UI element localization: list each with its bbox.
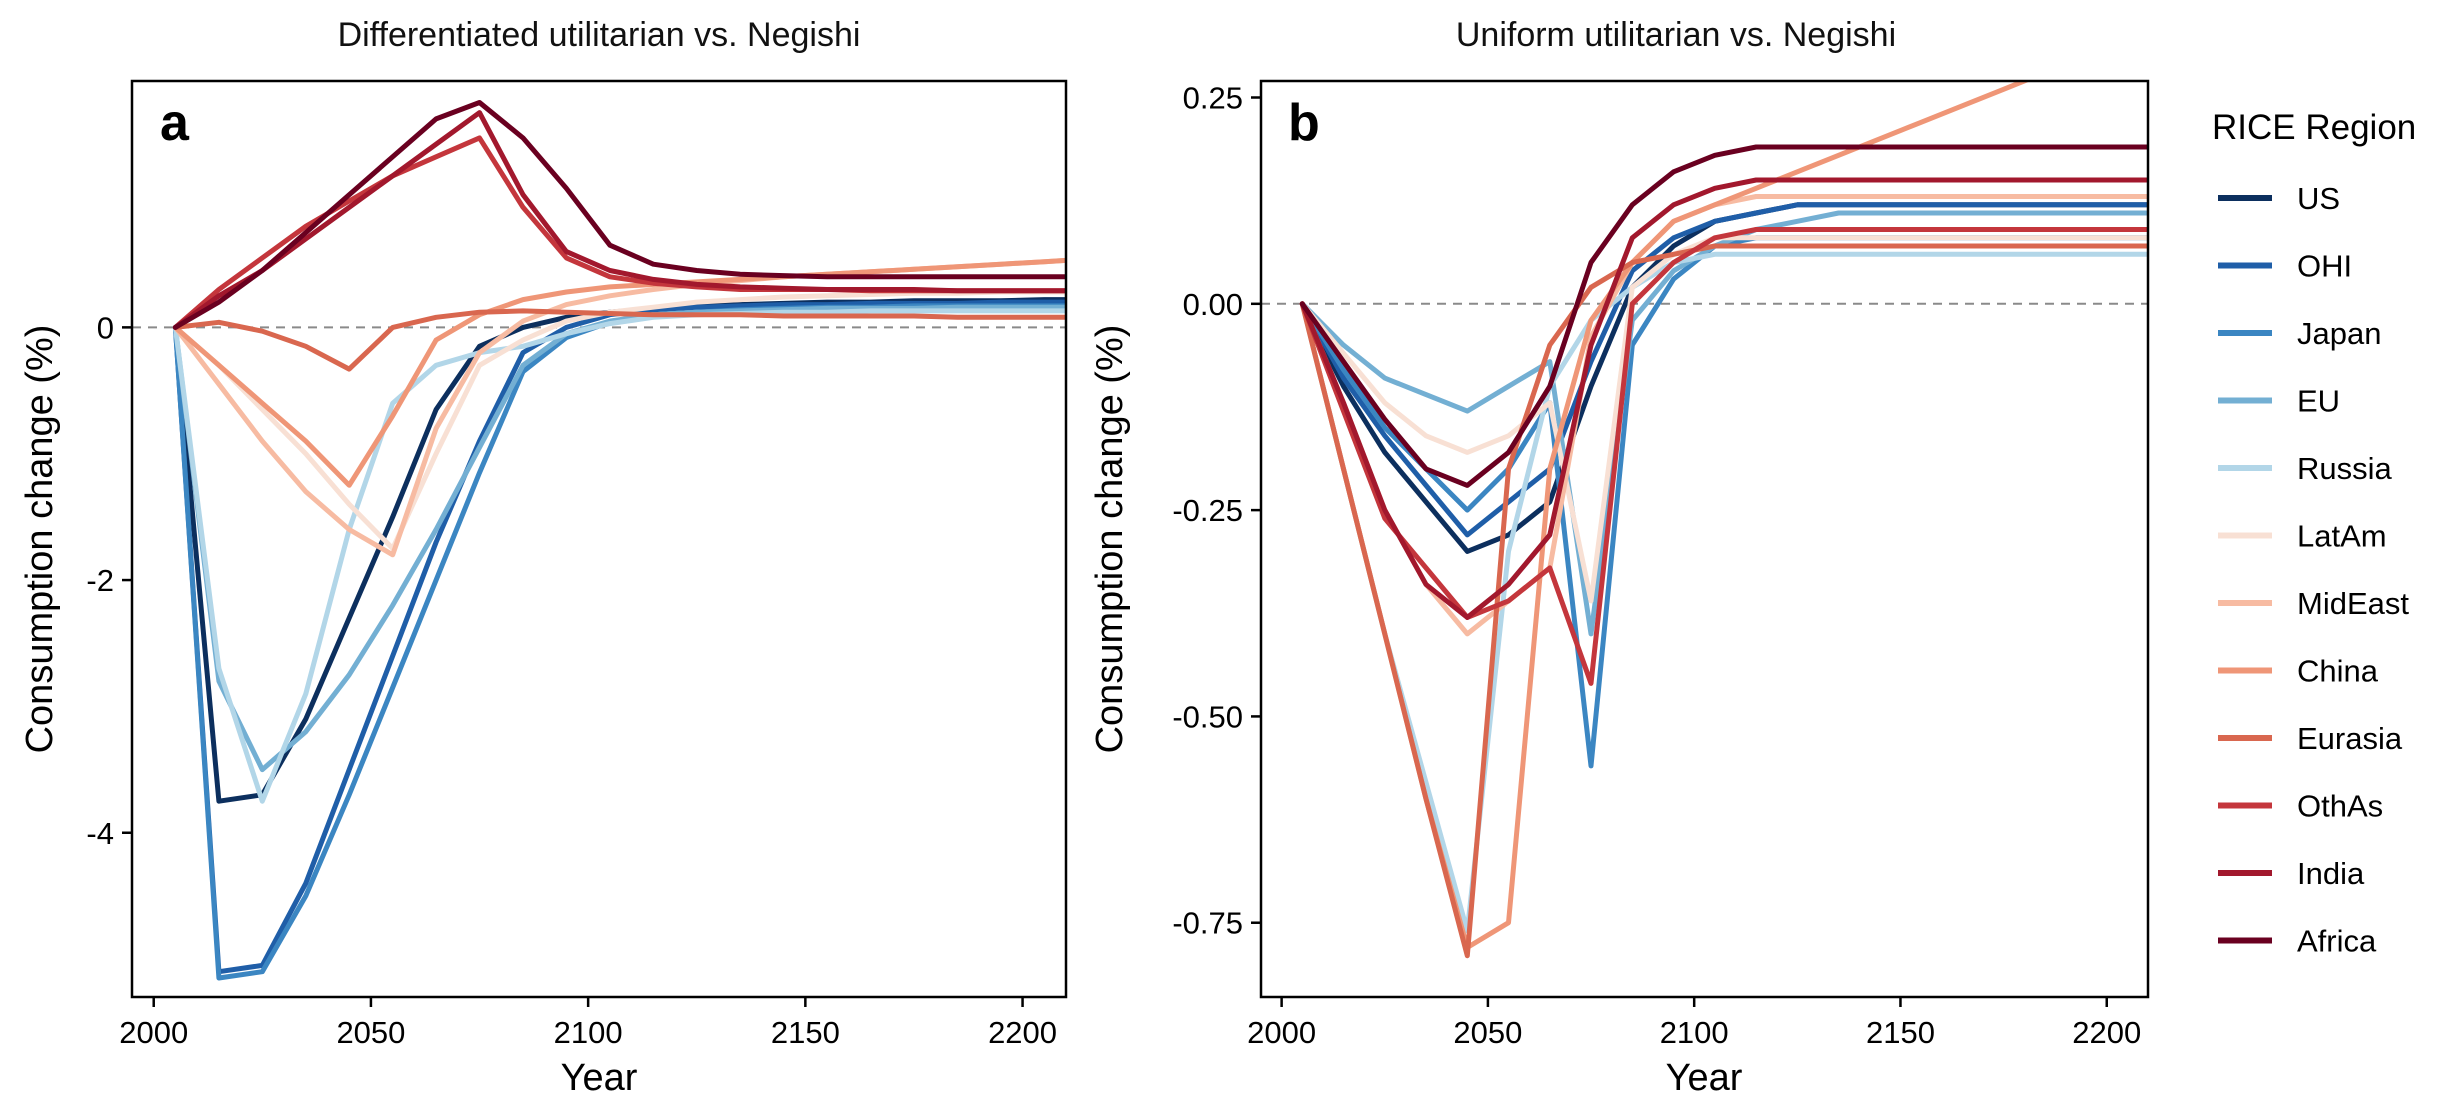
panel-b-xtick-label: 2200 <box>2072 1015 2141 1050</box>
panel-a-plot-area <box>132 100 1066 981</box>
panel-a-series-latam <box>172 289 1066 551</box>
legend-item-othas: OthAs <box>2218 789 2383 824</box>
panel-a-series-eu <box>172 304 1066 773</box>
panel-b-series-ohi <box>1299 202 2148 538</box>
panel-b-title: Uniform utilitarian vs. Negishi <box>1456 16 1896 54</box>
legend-item-africa: Africa <box>2218 924 2377 959</box>
panel-b-x-axis: 2000 2050 2100 2150 2200 <box>1247 997 2141 1050</box>
panel-a-ylabel: Consumption change (%) <box>19 325 61 754</box>
panel-b-ytick-label: -0.25 <box>1172 493 1243 528</box>
legend-item-china: China <box>2218 654 2379 689</box>
panel-a-ytick-label: -2 <box>86 563 114 598</box>
panel-a-series-japan <box>172 303 1066 981</box>
panel-a-ytick-label: -4 <box>86 816 114 851</box>
legend-items: US OHI Japan EU Russia LatAm MidEast China Euras… <box>2218 181 2409 959</box>
legend-label: Eurasia <box>2297 721 2403 756</box>
panel-a-frame <box>130 79 1068 999</box>
panel-a-ytick-label: 0 <box>97 310 114 345</box>
panel-b: Uniform utilitarian vs. Negishi b 2000 20… <box>1089 16 2150 1099</box>
panel-a-series-ohi <box>172 299 1066 975</box>
legend-label: US <box>2297 181 2340 216</box>
legend-label: OthAs <box>2297 789 2383 824</box>
panel-b-xtick-label: 2100 <box>1660 1015 1729 1050</box>
panel-a-xlabel: Year <box>561 1057 638 1099</box>
legend-label: LatAm <box>2297 519 2387 554</box>
panel-a-xtick-label: 2000 <box>119 1015 188 1050</box>
legend-item-eu: EU <box>2218 384 2340 419</box>
legend-label: MidEast <box>2297 586 2409 621</box>
legend-item-japan: Japan <box>2218 316 2381 351</box>
panel-a-x-axis: 2000 2050 2100 2150 2200 <box>119 997 1057 1050</box>
panel-b-y-axis: 0.25 0.00 -0.25 -0.50 -0.75 <box>1172 81 1261 941</box>
panel-b-series-india <box>1299 177 2148 620</box>
legend-label: Russia <box>2297 451 2393 486</box>
panel-b-series-africa <box>1299 144 2148 488</box>
panel-b-series-eu <box>1299 210 2148 637</box>
panel-b-series-mideast <box>1299 194 2148 637</box>
panel-b-series-eurasia <box>1299 243 2148 959</box>
legend-item-us: US <box>2218 181 2340 216</box>
panel-a-series-africa <box>172 100 1066 330</box>
panel-b-xtick-label: 2050 <box>1453 1015 1522 1050</box>
panel-b-ytick-label: -0.75 <box>1172 906 1243 941</box>
panel-b-plot-area <box>1261 81 2148 959</box>
panel-a-label: a <box>160 94 190 152</box>
panel-a-xtick-label: 2100 <box>554 1015 623 1050</box>
panel-b-ytick-label: 0.25 <box>1183 81 1243 116</box>
panel-a-series-india <box>172 110 1066 330</box>
panel-b-ylabel: Consumption change (%) <box>1089 325 1131 754</box>
legend-label: Africa <box>2297 924 2377 959</box>
legend-title: RICE Region <box>2212 108 2416 147</box>
panel-b-xtick-label: 2000 <box>1247 1015 1316 1050</box>
legend-label: EU <box>2297 384 2340 419</box>
panel-b-xlabel: Year <box>1666 1057 1743 1099</box>
legend-item-latam: LatAm <box>2218 519 2387 554</box>
panel-a-xtick-label: 2200 <box>988 1015 1057 1050</box>
legend-label: Japan <box>2297 316 2381 351</box>
panel-b-ytick-label: 0.00 <box>1183 287 1243 322</box>
legend-label: OHI <box>2297 249 2352 284</box>
legend: RICE Region US OHI Japan EU Russia LatAm MidEa… <box>2212 108 2416 959</box>
panel-b-label: b <box>1288 94 1320 152</box>
panel-a-series-eurasia <box>172 308 1066 372</box>
panel-b-xtick-label: 2150 <box>1866 1015 1935 1050</box>
legend-item-russia: Russia <box>2218 451 2393 486</box>
legend-item-eurasia: Eurasia <box>2218 721 2403 756</box>
panel-a-xtick-label: 2150 <box>771 1015 840 1050</box>
panel-a-y-axis: 0 -2 -4 <box>86 310 132 851</box>
panel-a: Differentiated utilitarian vs. Negishi a… <box>19 16 1068 1099</box>
panel-b-series-russia <box>1299 251 2148 934</box>
legend-label: India <box>2297 856 2365 891</box>
panel-b-series-latam <box>1299 235 2148 604</box>
panel-a-series-china <box>172 257 1066 488</box>
panel-b-series-japan <box>1299 235 2148 769</box>
panel-b-frame <box>1259 79 2150 999</box>
legend-item-mideast: MidEast <box>2218 586 2409 621</box>
legend-item-india: India <box>2218 856 2365 891</box>
panel-a-title: Differentiated utilitarian vs. Negishi <box>338 16 861 54</box>
panel-b-series-othas <box>1299 227 2148 686</box>
panel-b-ytick-label: -0.50 <box>1172 699 1243 734</box>
legend-label: China <box>2297 654 2379 689</box>
panel-a-xtick-label: 2050 <box>336 1015 405 1050</box>
panel-a-series-russia <box>172 308 1066 804</box>
legend-item-ohi: OHI <box>2218 249 2352 284</box>
